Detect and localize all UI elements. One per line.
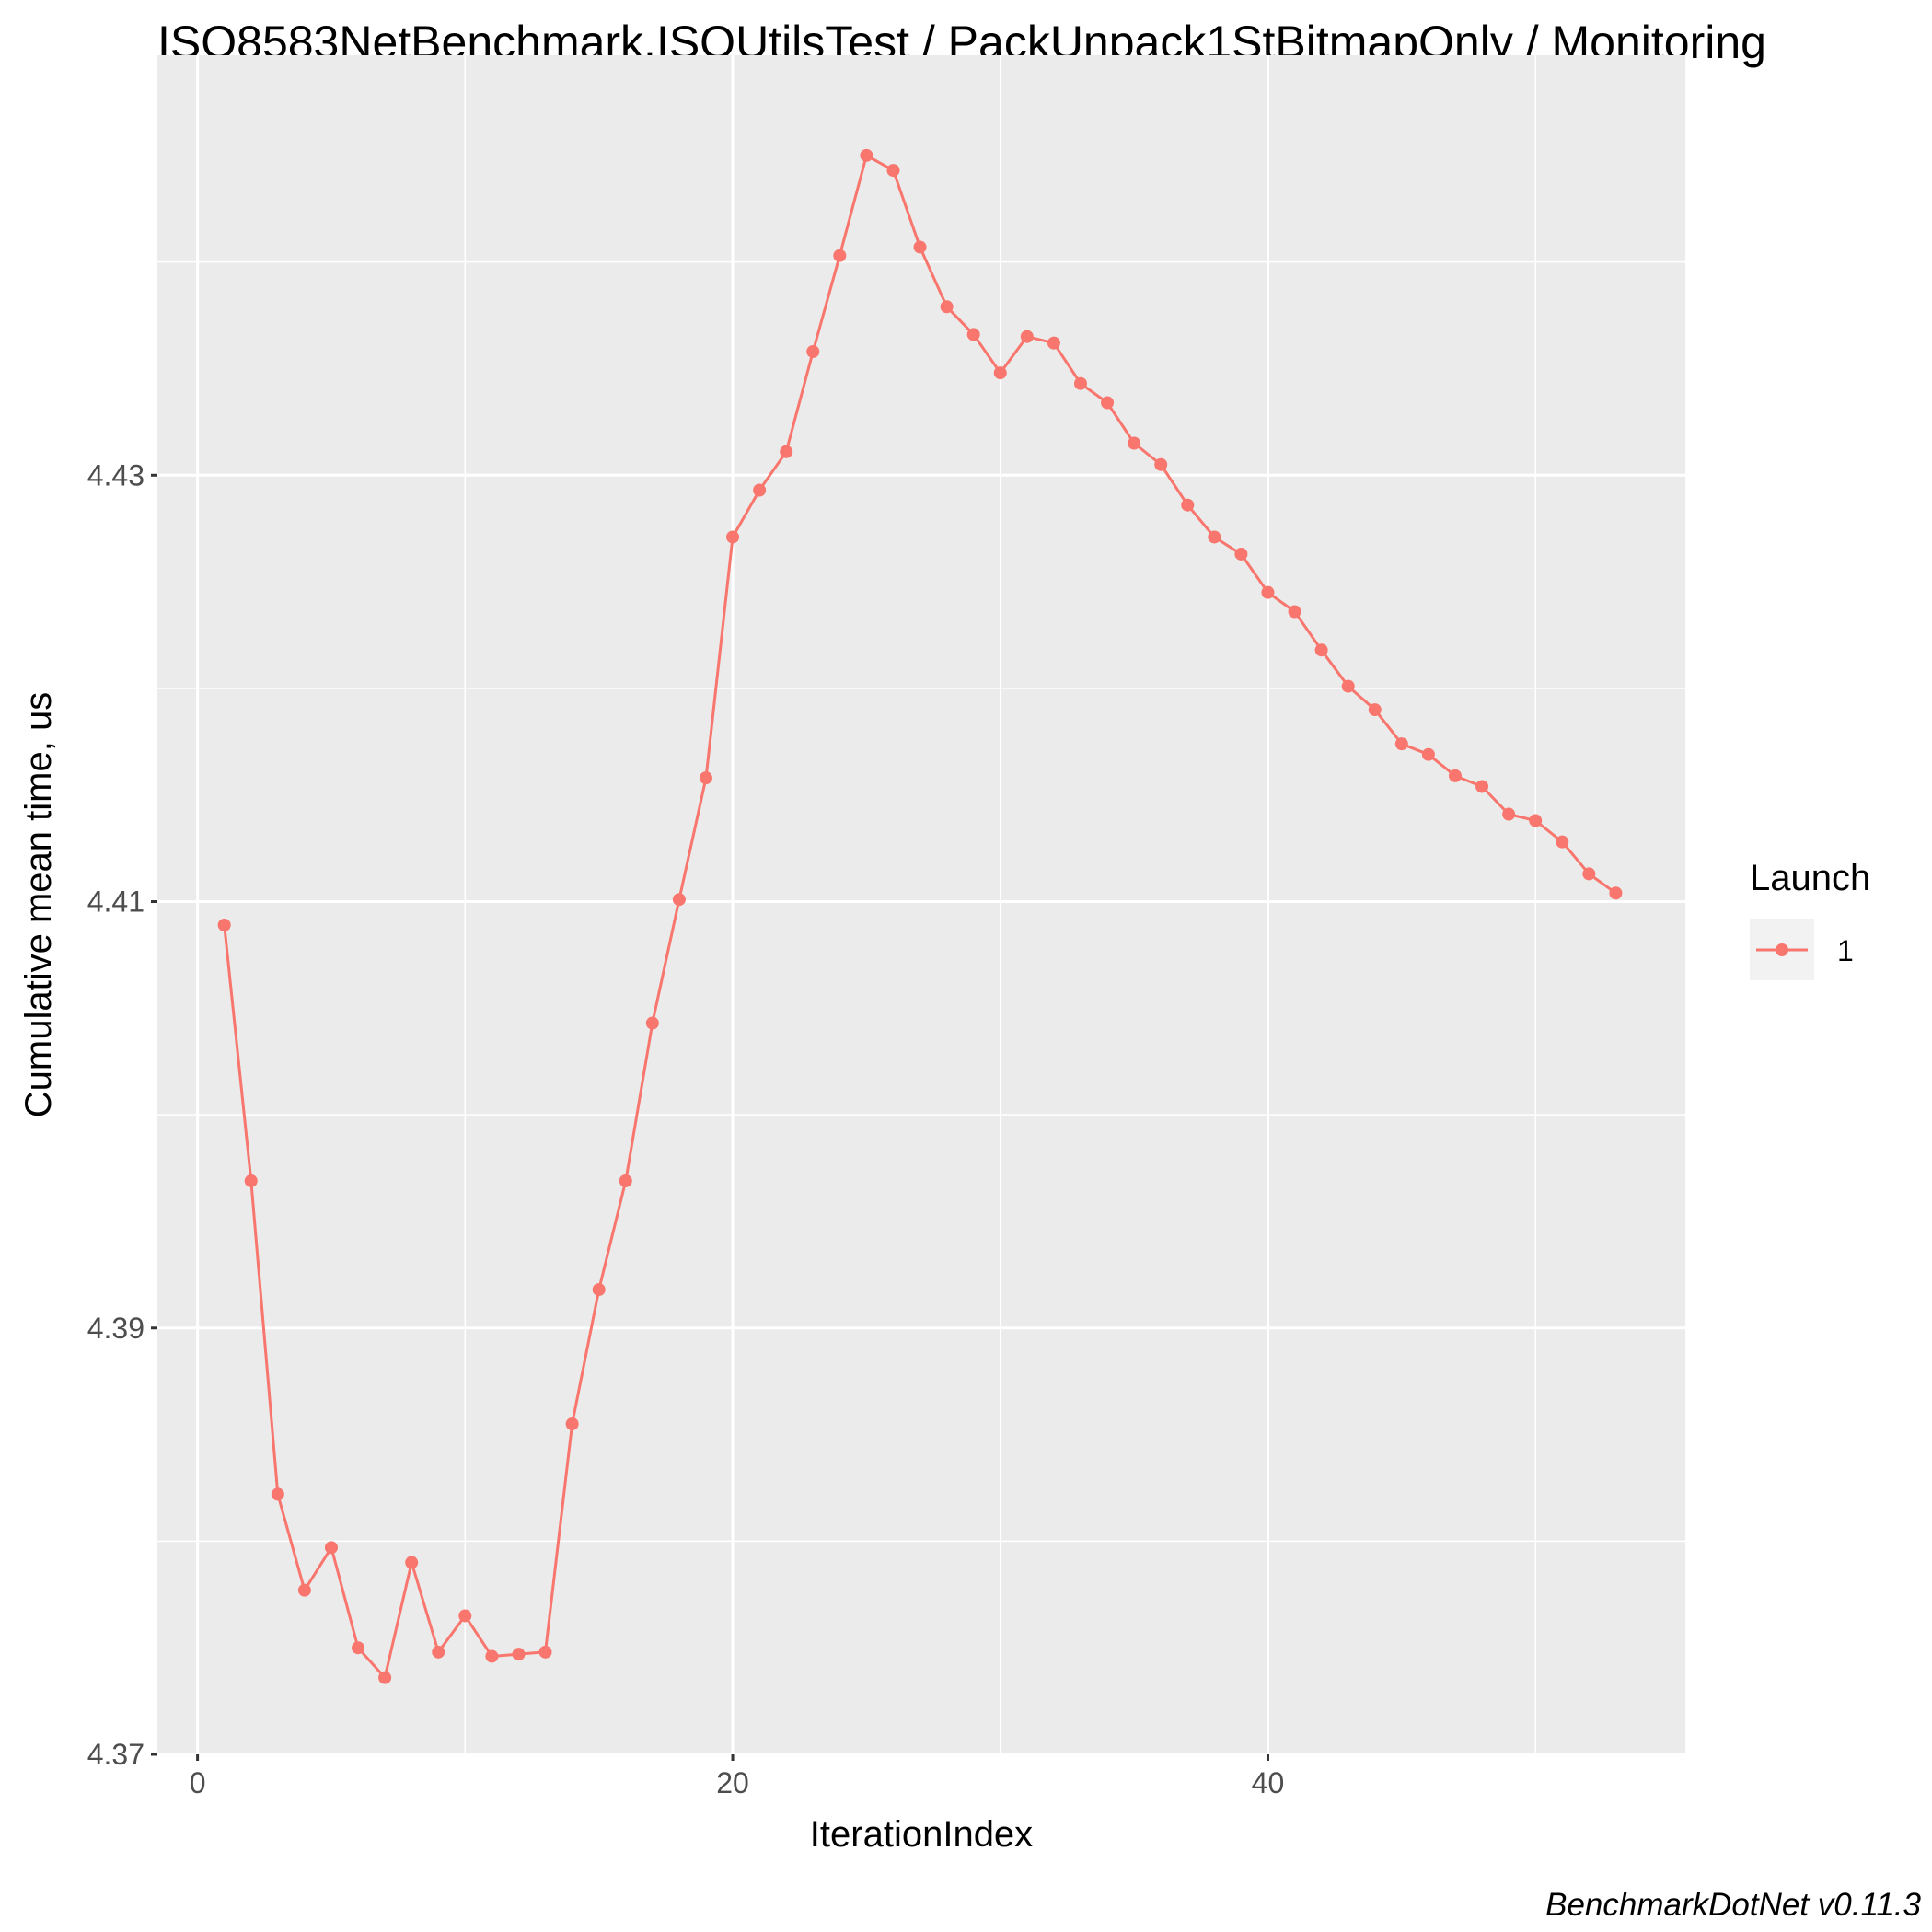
data-point	[780, 445, 793, 458]
data-point	[324, 1541, 338, 1555]
data-point	[352, 1641, 365, 1655]
data-point	[1529, 814, 1543, 827]
data-point	[1128, 436, 1141, 450]
data-point	[538, 1645, 552, 1659]
grid-minor	[157, 55, 1685, 1754]
x-tick-label: 20	[716, 1766, 749, 1799]
data-point	[860, 148, 873, 162]
y-tick-label: 4.37	[87, 1738, 145, 1771]
data-point	[940, 300, 954, 314]
data-point	[405, 1556, 419, 1569]
data-point	[1421, 747, 1435, 761]
data-point	[1288, 605, 1301, 619]
data-point	[271, 1487, 284, 1501]
data-point	[217, 919, 231, 932]
y-axis-title: Cumulative mean time, us	[18, 692, 59, 1117]
x-tick-label: 0	[190, 1766, 206, 1799]
x-tick-label: 40	[1252, 1766, 1285, 1799]
legend-title: Launch	[1750, 858, 1870, 898]
data-point	[645, 1016, 659, 1030]
x-axis: 0 20 40	[190, 1754, 1285, 1799]
data-point	[592, 1283, 606, 1297]
y-tick-label: 4.41	[87, 885, 145, 919]
caption: BenchmarkDotNet v0.11.3	[1545, 1887, 1921, 1923]
data-point	[1556, 835, 1569, 849]
data-point	[1582, 867, 1596, 881]
data-point	[1047, 336, 1060, 350]
data-point	[1448, 769, 1462, 782]
grid-major	[157, 55, 1685, 1756]
y-tick-label: 4.39	[87, 1312, 145, 1345]
data-point	[297, 1583, 311, 1597]
data-point	[1181, 498, 1195, 512]
data-point	[1020, 330, 1034, 343]
data-point	[1475, 780, 1489, 793]
legend-key-point	[1776, 943, 1788, 956]
data-point	[1314, 643, 1328, 657]
data-point	[378, 1671, 392, 1684]
data-point	[1208, 530, 1221, 544]
data-point	[886, 164, 900, 178]
data-point	[753, 483, 767, 497]
data-point	[1502, 807, 1516, 821]
legend: Launch 1	[1750, 858, 1870, 980]
data-point	[699, 771, 712, 785]
data-point	[833, 249, 847, 262]
data-point	[1261, 585, 1275, 599]
data-point	[966, 328, 980, 341]
data-point	[432, 1645, 445, 1659]
data-point	[1368, 703, 1382, 717]
data-point	[1234, 547, 1248, 561]
data-point	[726, 530, 740, 544]
data-point	[1073, 376, 1087, 390]
data-point	[672, 893, 686, 907]
data-point	[565, 1417, 579, 1430]
data-point	[512, 1648, 526, 1661]
series-layer	[217, 148, 1623, 1684]
data-point	[1101, 396, 1115, 410]
data-point	[1341, 679, 1355, 693]
legend-label: 1	[1837, 934, 1854, 967]
x-axis-title: IterationIndex	[810, 1814, 1033, 1855]
plot-panel	[157, 55, 1685, 1754]
data-point	[806, 344, 820, 358]
data-point	[485, 1649, 499, 1663]
data-point	[1154, 457, 1168, 471]
data-point	[993, 366, 1007, 380]
y-axis: 4.37 4.39 4.41 4.43	[87, 458, 157, 1771]
data-point	[913, 240, 927, 254]
data-point	[244, 1174, 258, 1187]
y-tick-label: 4.43	[87, 458, 145, 492]
data-point	[1394, 737, 1408, 751]
data-point	[1609, 886, 1623, 900]
data-point	[458, 1609, 472, 1623]
data-point	[619, 1174, 632, 1187]
